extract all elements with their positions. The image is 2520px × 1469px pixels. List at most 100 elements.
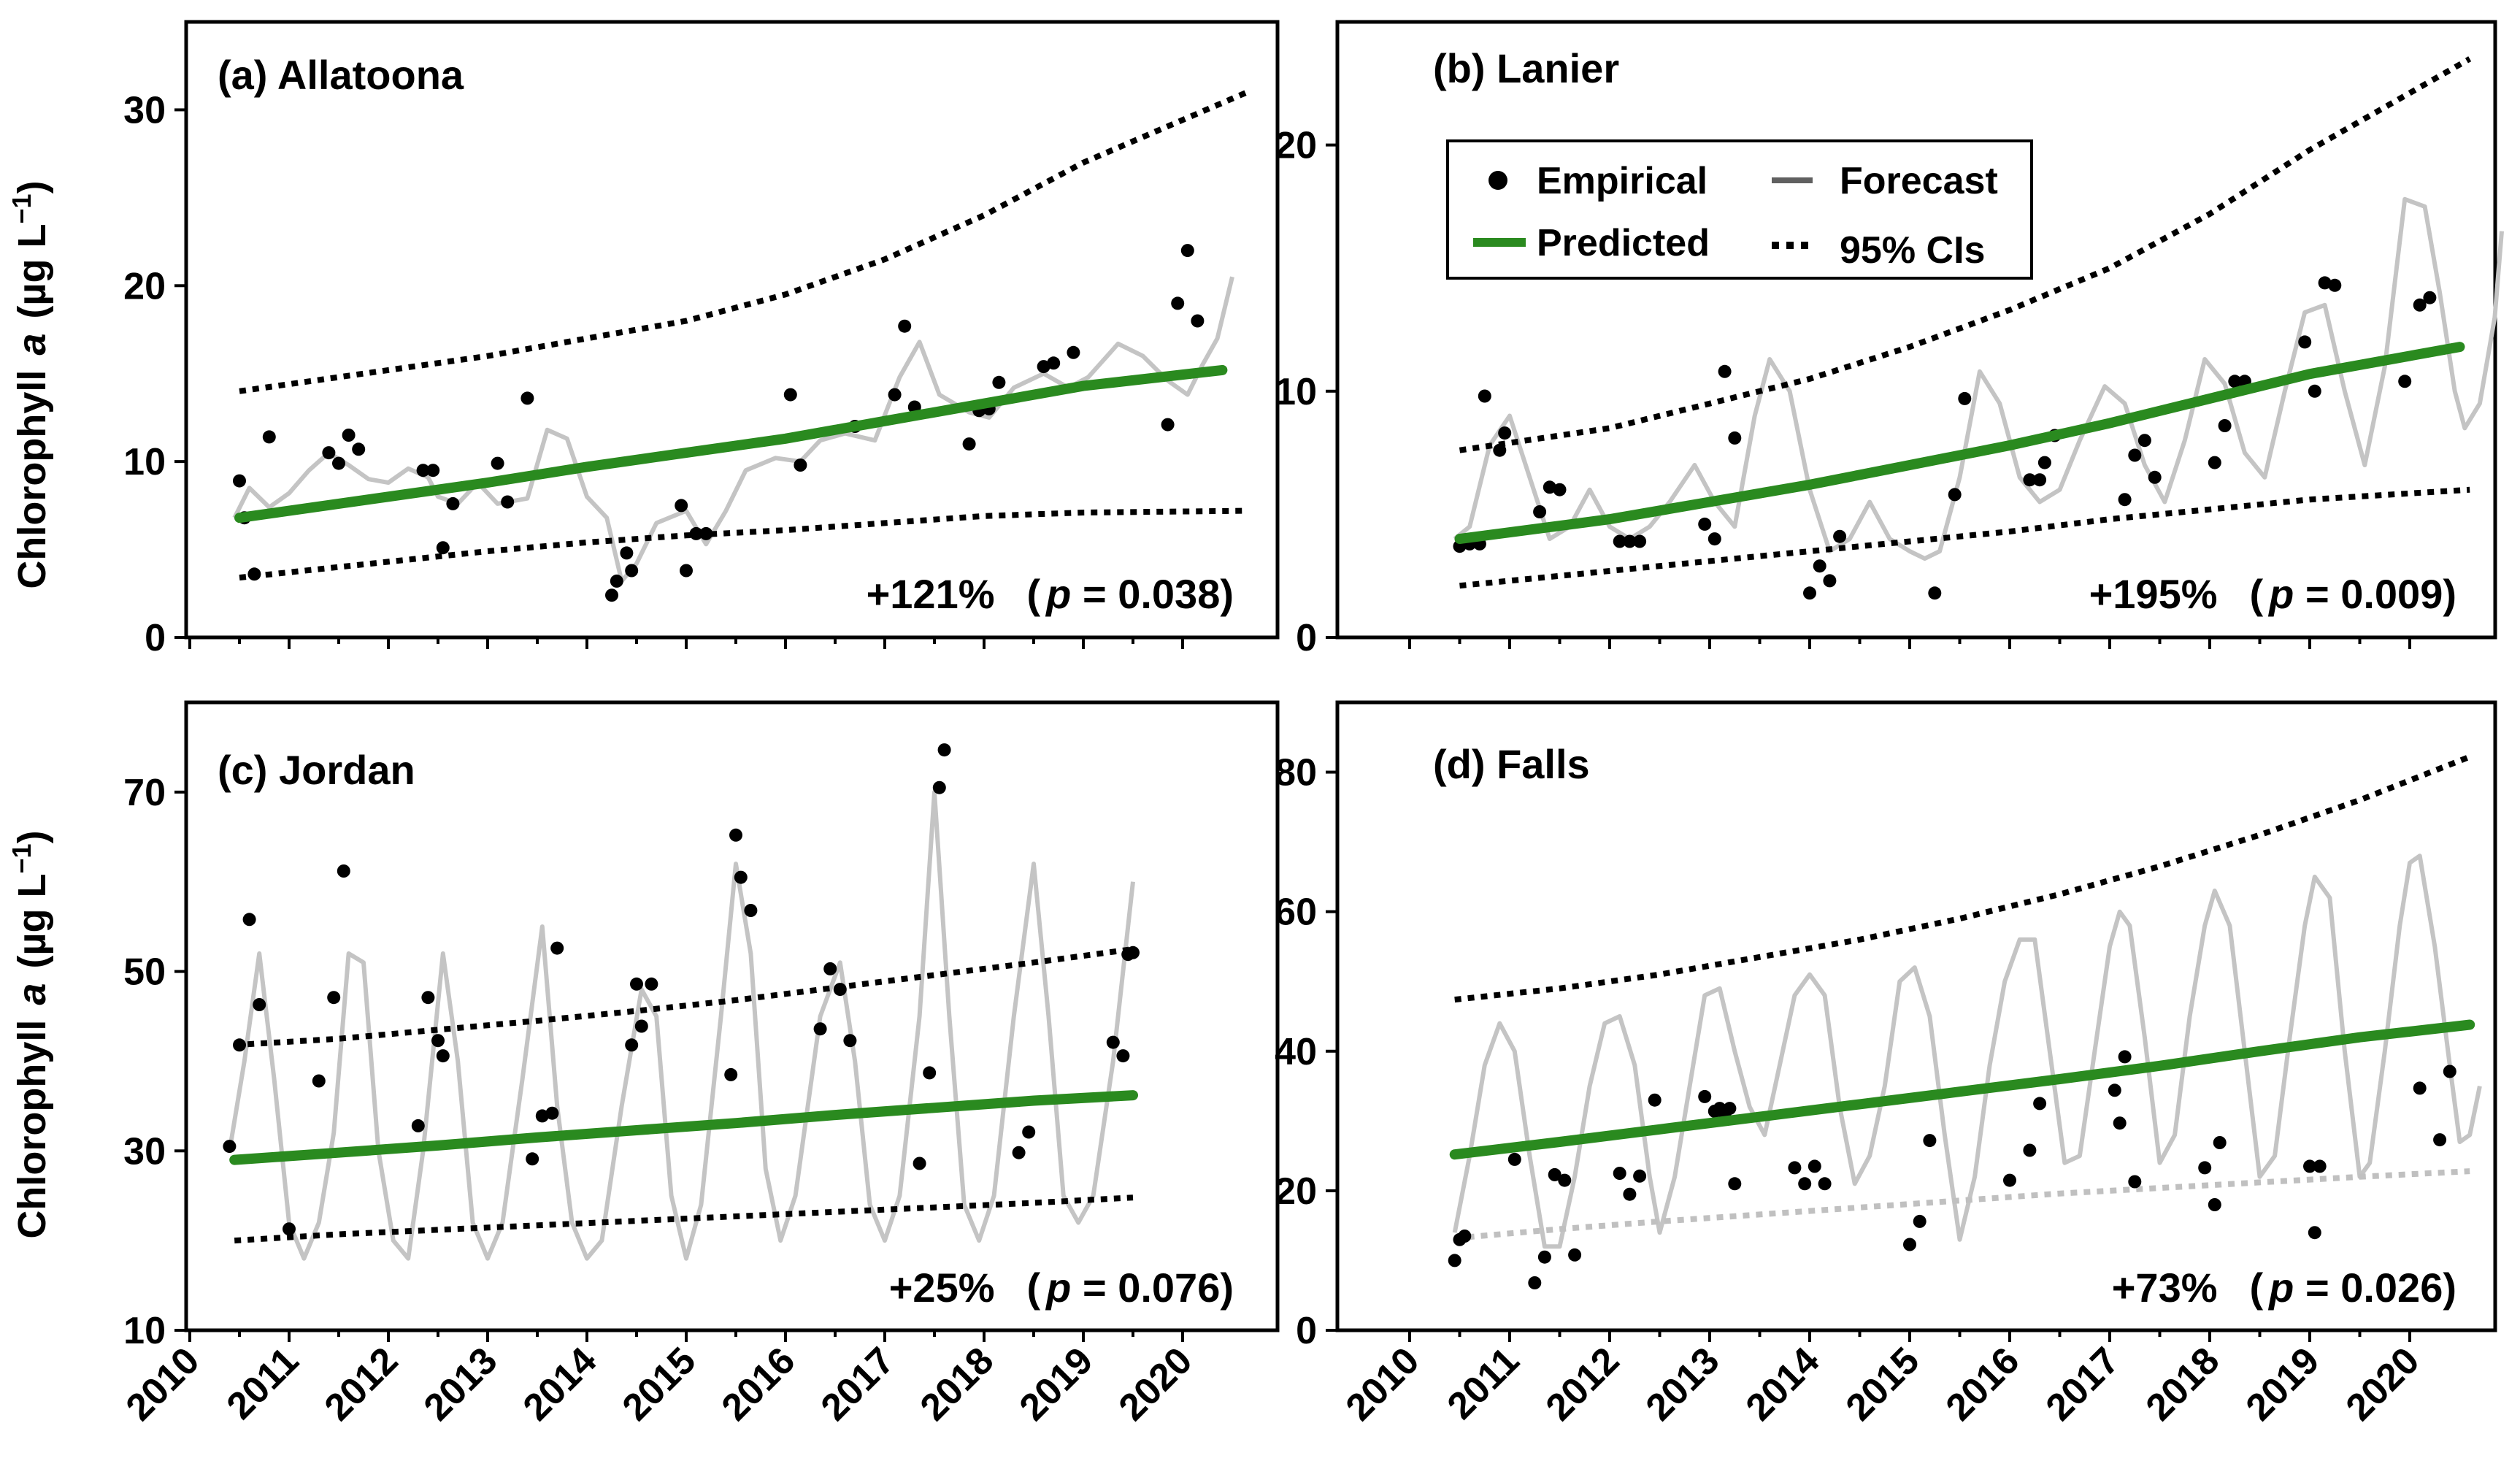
- x-tick-label: 2010: [1338, 1339, 1428, 1429]
- empirical-point: [2198, 1161, 2212, 1175]
- empirical-point: [2023, 1143, 2037, 1157]
- legend-ci-label: 95% CIs: [1840, 229, 1985, 272]
- empirical-point: [937, 743, 951, 757]
- ylabel-close: ): [10, 830, 54, 843]
- forecast-line: [232, 276, 1234, 583]
- empirical-point: [526, 1152, 539, 1166]
- empirical-point: [2033, 473, 2047, 487]
- x-tick-label: 2011: [1440, 1339, 1528, 1427]
- empirical-point: [1813, 559, 1826, 573]
- empirical-point: [2118, 493, 2132, 507]
- predicted-line: [1454, 342, 2465, 545]
- x-tick-label: 2017: [813, 1339, 903, 1429]
- empirical-point: [1633, 1169, 1647, 1183]
- x-tick-label: 2010: [118, 1339, 208, 1429]
- y-tick-label: 70: [123, 772, 166, 814]
- x-tick-label: 2015: [1838, 1339, 1928, 1429]
- empirical-point: [436, 1049, 450, 1063]
- trend-annotation: +195% (p = 0.009): [2089, 571, 2456, 617]
- empirical-point: [1553, 483, 1567, 496]
- empirical-point: [1037, 360, 1050, 374]
- empirical-point: [1126, 946, 1140, 959]
- empirical-point: [327, 991, 341, 1005]
- empirical-point: [1623, 534, 1637, 548]
- empirical-point: [1180, 244, 1194, 258]
- legend-predicted-label: Predicted: [1537, 222, 1710, 264]
- empirical-point: [2423, 291, 2437, 304]
- empirical-point: [1948, 488, 1962, 502]
- empirical-point: [1728, 431, 1742, 445]
- empirical-point: [794, 459, 807, 472]
- x-tick-label: 2020: [2338, 1339, 2428, 1429]
- chart-panel-b: 0 10 20 (b) Lanier +195% (p = 0.009): [1275, 20, 2504, 659]
- empirical-point: [625, 564, 639, 578]
- empirical-point: [426, 464, 440, 477]
- empirical-point: [1067, 345, 1080, 359]
- trend-percent: +25%: [889, 1265, 995, 1311]
- empirical-point: [1718, 364, 1732, 378]
- ci-upper-line: [1454, 753, 2471, 1003]
- empirical-point: [1548, 1167, 1561, 1181]
- empirical-point: [992, 375, 1006, 389]
- p-value: = 0.009): [2294, 571, 2456, 617]
- empirical-point: [446, 496, 460, 510]
- plot-frame: [184, 700, 1280, 1332]
- ci-lower-line: [234, 1194, 1134, 1244]
- empirical-point: [1818, 1177, 1832, 1191]
- empirical-point: [1823, 574, 1837, 588]
- ci-lower-line: [239, 507, 1248, 581]
- empirical-point: [1728, 1177, 1742, 1191]
- empirical-point: [247, 567, 261, 581]
- empirical-point: [620, 546, 634, 560]
- ylabel-exp: −1: [7, 843, 37, 873]
- ci-lower-line: [1454, 1168, 2470, 1241]
- empirical-point: [2037, 456, 2051, 469]
- empirical-point: [223, 1140, 237, 1154]
- empirical-point: [813, 1022, 827, 1036]
- predicted-line: [1449, 1019, 2475, 1160]
- empirical-point: [605, 588, 618, 602]
- x-tick-label: 2019: [1012, 1339, 1102, 1429]
- predicted-line: [229, 1090, 1138, 1165]
- ylabel-unit: (µg L: [10, 223, 54, 318]
- empirical-point: [1698, 1089, 1712, 1103]
- empirical-point: [823, 962, 837, 975]
- empirical-point: [352, 442, 366, 456]
- y-tick-label: 20: [123, 265, 166, 307]
- empirical-point: [253, 998, 266, 1011]
- x-tick-label: 2012: [317, 1339, 407, 1429]
- empirical-point: [932, 780, 946, 794]
- legend: Empirical Forecast Predicted 95% CIs: [1446, 139, 2033, 280]
- empirical-point: [2318, 276, 2332, 290]
- empirical-point: [2108, 1083, 2121, 1097]
- empirical-point: [233, 1038, 246, 1052]
- empirical-point: [1623, 1187, 1637, 1201]
- empirical-point: [1171, 296, 1185, 310]
- empirical-point: [898, 319, 912, 333]
- empirical-point: [2328, 278, 2342, 292]
- empirical-point: [2228, 375, 2242, 388]
- empirical-point: [2413, 1081, 2427, 1095]
- plot-frame: [1335, 700, 2497, 1332]
- p-letter: p: [2267, 1265, 2294, 1311]
- p-letter: p: [1045, 571, 1071, 617]
- empirical-point: [1568, 1248, 1582, 1262]
- x-tick-label: 2011: [219, 1339, 307, 1427]
- empirical-point: [625, 1038, 639, 1052]
- empirical-point: [923, 1066, 937, 1080]
- x-tick-label: 2013: [1638, 1339, 1728, 1429]
- empirical-point: [2023, 473, 2037, 487]
- x-tick-label: 2016: [1938, 1339, 2028, 1429]
- empirical-point: [1558, 1173, 1572, 1187]
- empirical-point: [1928, 586, 1942, 600]
- ylabel-main: Chlorophyll: [10, 1020, 54, 1239]
- ylabel-unit: (µg L: [10, 873, 54, 968]
- x-tick-label: 2019: [2238, 1339, 2328, 1429]
- empirical-point: [744, 904, 758, 917]
- y-tick-label: 40: [1275, 1031, 1317, 1073]
- empirical-point: [2128, 1175, 2142, 1189]
- empirical-point: [2118, 1050, 2132, 1064]
- empirical-point: [1047, 356, 1061, 370]
- ci-upper-line: [239, 89, 1248, 394]
- x-tick-label: 2020: [1111, 1339, 1201, 1429]
